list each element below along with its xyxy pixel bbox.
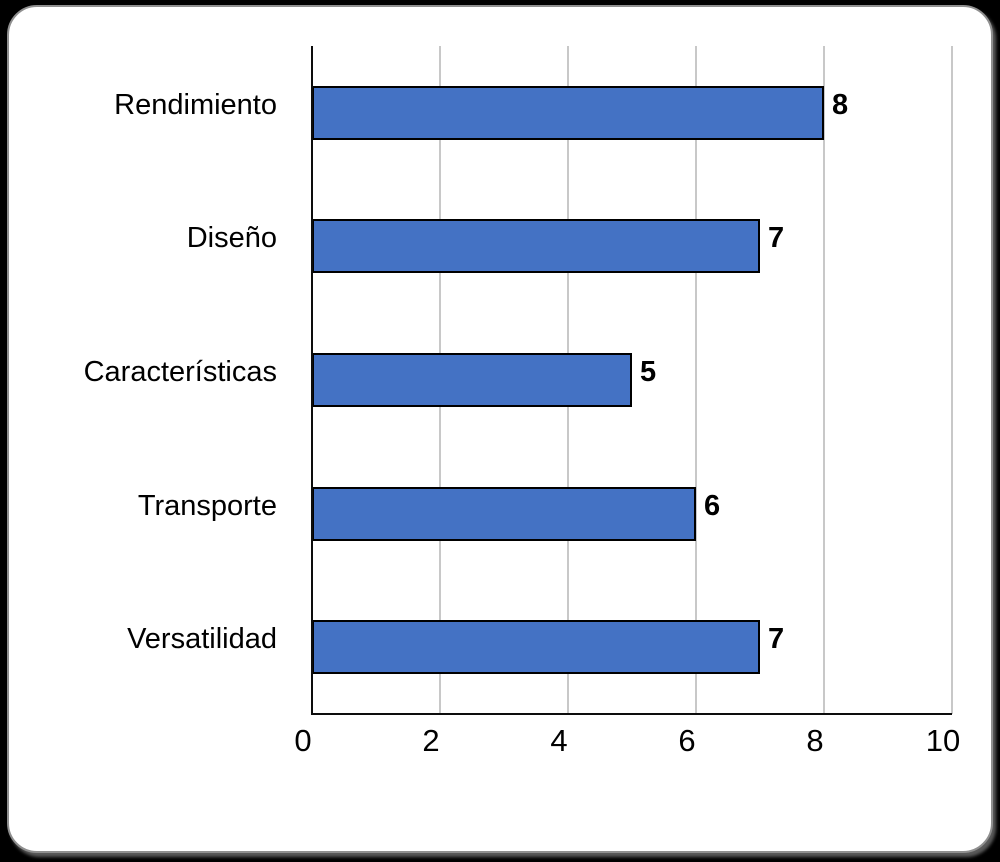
bar-rendimiento — [312, 85, 824, 140]
category-label: Versatilidad — [127, 623, 277, 656]
gridline-x-10 — [951, 46, 953, 714]
bar-diseno — [312, 219, 760, 274]
x-axis-line — [311, 713, 952, 715]
data-label: 5 — [640, 355, 657, 388]
category-label: Diseño — [186, 222, 277, 255]
data-label: 8 — [832, 88, 849, 121]
data-label: 6 — [704, 489, 721, 522]
data-label: 7 — [768, 623, 785, 656]
category-label: Características — [83, 355, 277, 388]
x-tick-label-8: 8 — [806, 723, 824, 758]
chart-card — [7, 5, 993, 853]
gridline-x-8 — [823, 46, 825, 714]
bar-versatilidad — [312, 620, 760, 675]
category-label: Rendimiento — [114, 88, 277, 121]
gridline-x-6 — [695, 46, 697, 714]
x-tick-label-0: 0 — [294, 723, 312, 758]
bar-caracteristicas — [312, 353, 632, 407]
x-tick-label-6: 6 — [678, 723, 696, 758]
x-tick-label-2: 2 — [422, 723, 440, 758]
y-axis-line — [311, 46, 313, 715]
category-label: Transporte — [137, 489, 277, 522]
data-label: 7 — [768, 222, 785, 255]
plot-area — [311, 46, 953, 715]
x-tick-label-10: 10 — [925, 723, 961, 758]
x-tick-label-4: 4 — [550, 723, 568, 758]
bar-transporte — [312, 486, 696, 541]
